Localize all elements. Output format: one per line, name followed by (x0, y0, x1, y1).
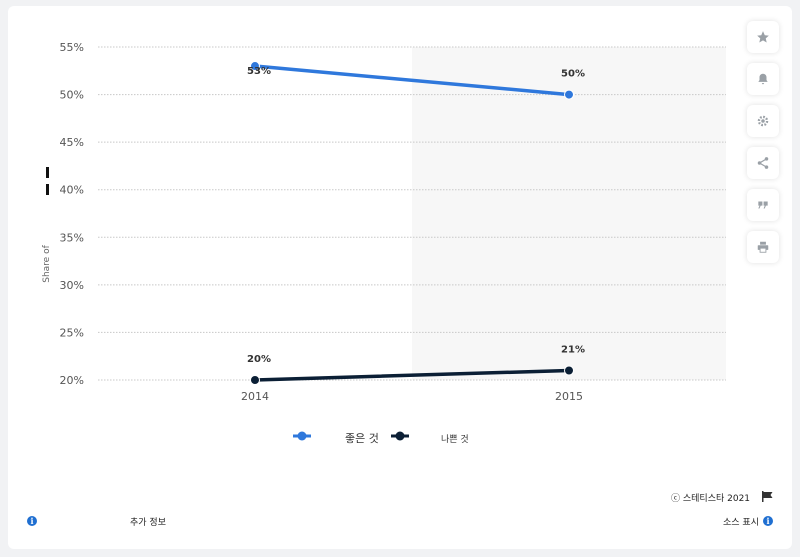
y-tick-label: 55% (60, 41, 84, 54)
series-line (253, 64, 571, 97)
print-icon (757, 241, 769, 253)
y-tick-label: 40% (60, 184, 84, 197)
gear-icon (757, 115, 769, 127)
grid (98, 46, 726, 381)
legend-bad-symbol[interactable] (391, 431, 409, 441)
y-tick-label: 50% (60, 89, 84, 102)
data-point[interactable] (250, 375, 260, 385)
favorite-button[interactable] (747, 21, 779, 53)
y-tick-label: 20% (60, 374, 84, 387)
data-point[interactable] (564, 365, 574, 376)
data-labels: 53% 50% 20% 21% (247, 66, 585, 365)
y-tick-labels: 55% 50% 45% 40% 35% 30% 25% 20% (60, 41, 84, 387)
legend-good-symbol[interactable] (293, 431, 311, 441)
highlight-band (412, 47, 726, 380)
notification-button[interactable] (747, 63, 779, 95)
y-axis-label-mark (46, 184, 49, 195)
legend-bad-label[interactable]: 나쁜 것 (441, 435, 469, 445)
y-tick-label: 45% (60, 136, 84, 149)
more-info-link[interactable]: 추가 정보 (130, 518, 166, 528)
series-line (253, 368, 571, 382)
bell-icon (758, 73, 768, 85)
print-button[interactable] (747, 231, 779, 263)
data-label: 21% (561, 344, 585, 355)
source-info-icon[interactable]: i (763, 516, 773, 526)
y-tick-label: 25% (60, 326, 84, 339)
star-icon (757, 31, 769, 43)
data-point[interactable] (250, 61, 260, 72)
x-tick-label: 2014 (241, 390, 269, 403)
x-tick-label: 2015 (555, 390, 583, 403)
info-icon[interactable]: i (27, 516, 37, 526)
copyright-text[interactable]: ⓒ 스테티스타 2021 (671, 494, 751, 504)
cite-button[interactable] (747, 189, 779, 221)
y-tick-label: 30% (60, 279, 84, 292)
data-label: 53% (247, 66, 271, 77)
legend-good-label[interactable]: 좋은 것 (345, 432, 379, 445)
data-point[interactable] (564, 89, 574, 100)
data-label: 50% (561, 69, 585, 80)
quote-icon (758, 201, 768, 209)
y-tick-label: 35% (60, 231, 84, 244)
data-label: 20% (247, 354, 271, 365)
series-group (250, 61, 574, 385)
source-link[interactable]: 소스 표시 (723, 518, 759, 528)
share-button[interactable] (747, 147, 779, 179)
share-icon (757, 157, 769, 169)
flag-icon (762, 491, 773, 502)
settings-button[interactable] (747, 105, 779, 137)
y-axis-label: Share of (42, 245, 52, 283)
y-axis-label-mark (46, 167, 49, 178)
x-tick-labels: 2014 2015 (241, 390, 583, 403)
